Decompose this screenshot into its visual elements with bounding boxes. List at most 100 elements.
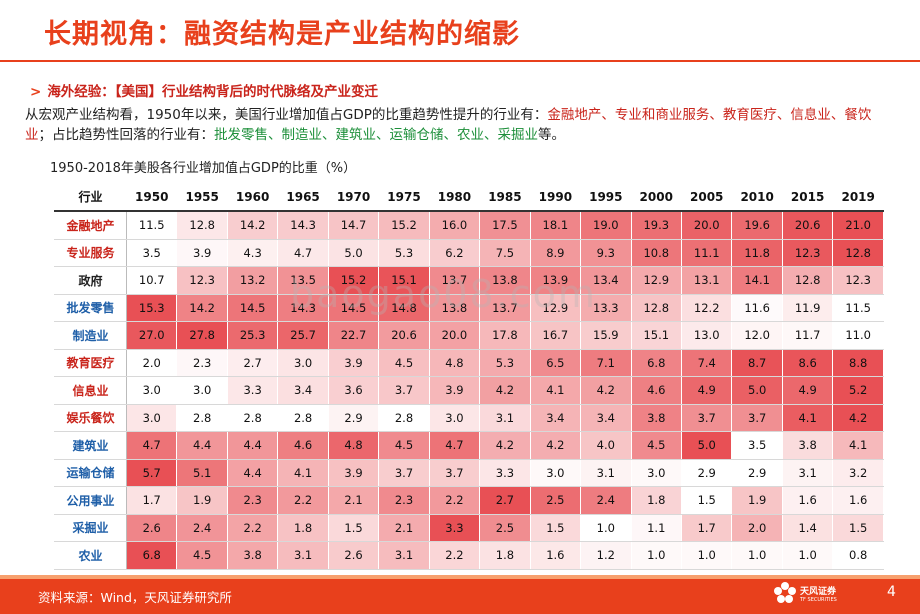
- table-cell: 1.0: [731, 541, 783, 570]
- table-cell: 14.3: [277, 210, 329, 240]
- table-cell: 2.4: [176, 513, 228, 542]
- table-cell: 2.1: [378, 513, 430, 542]
- table-cell: 22.7: [327, 321, 380, 350]
- table-cell: 4.4: [226, 431, 279, 460]
- table-cell: 2.9: [680, 458, 733, 487]
- table-cell: 4.1: [529, 376, 582, 405]
- table-cell: 5.3: [479, 348, 531, 377]
- table-cell: 11.8: [731, 238, 783, 267]
- table-cell: 19.6: [731, 210, 783, 240]
- table-cell: 1.5: [529, 513, 582, 542]
- table-cell: 3.7: [731, 403, 783, 432]
- table-cell: 6.5: [529, 348, 582, 377]
- table-cell: 3.3: [226, 376, 279, 405]
- row-label: 农业: [54, 541, 127, 570]
- row-label: 采掘业: [54, 513, 127, 542]
- table-cell: 13.3: [580, 293, 632, 322]
- table-cell: 3.9: [428, 376, 481, 405]
- table-cell: 8.8: [832, 348, 884, 377]
- table-cell: 6.8: [125, 541, 178, 570]
- table-cell: 2.3: [226, 486, 279, 515]
- table-cell: 3.5: [125, 238, 178, 267]
- table-cell: 3.8: [226, 541, 279, 570]
- header-year: 1965: [277, 183, 329, 212]
- table-cell: 3.7: [680, 403, 733, 432]
- table-cell: 19.0: [580, 210, 632, 240]
- table-cell: 2.0: [125, 348, 178, 377]
- table-cell: 2.2: [428, 541, 481, 570]
- table-cell: 3.0: [125, 376, 178, 405]
- table-cell: 15.1: [630, 321, 682, 350]
- table-cell: 15.2: [327, 266, 380, 295]
- table-cell: 1.0: [580, 513, 632, 542]
- table-cell: 8.6: [781, 348, 834, 377]
- page-number: 4: [887, 584, 896, 600]
- table-cell: 3.1: [781, 458, 834, 487]
- table-cell: 2.8: [226, 403, 279, 432]
- table-cell: 8.9: [529, 238, 582, 267]
- header-year: 2005: [681, 183, 732, 212]
- logo-subtext: TF SECURITIES: [800, 597, 837, 603]
- table-cell: 3.9: [327, 458, 380, 487]
- header-year: 1970: [328, 183, 379, 212]
- table-cell: 3.7: [428, 458, 481, 487]
- table-cell: 3.4: [580, 403, 632, 432]
- header-year: 2000: [631, 183, 682, 212]
- table-cell: 4.3: [226, 238, 279, 267]
- table-cell: 3.7: [378, 376, 430, 405]
- table-cell: 2.8: [176, 403, 228, 432]
- chevron-right-icon: >: [30, 84, 42, 100]
- table-cell: 1.9: [176, 486, 228, 515]
- table-cell: 13.8: [479, 266, 531, 295]
- table-cell: 1.2: [580, 541, 632, 570]
- row-label: 批发零售: [54, 293, 127, 322]
- company-logo: 天风证券 TF SECURITIES: [772, 580, 842, 610]
- row-label: 建筑业: [54, 431, 127, 460]
- table-row: 农业 6.8 4.5 3.8 3.1 2.6 3.1 2.2 1.8 1.6 1.2 1.0 1.0 1.…: [54, 541, 884, 570]
- table-row: 政府 10.7 12.3 13.2 13.5 15.2 15.1 13.7 13.8 13.9 13…: [54, 266, 884, 295]
- table-cell: 7.5: [479, 238, 531, 267]
- row-label: 信息业: [54, 376, 127, 405]
- table-cell: 4.5: [630, 431, 682, 460]
- table-cell: 2.1: [327, 486, 380, 515]
- table-cell: 20.0: [428, 321, 481, 350]
- table-cell: 4.9: [680, 376, 733, 405]
- table-cell: 16.7: [529, 321, 582, 350]
- table-cell: 3.7: [378, 458, 430, 487]
- table-cell: 0.8: [832, 541, 884, 570]
- flower-logo-icon: [774, 582, 796, 603]
- table-cell: 12.3: [176, 266, 228, 295]
- page-title: 长期视角：融资结构是产业结构的缩影: [44, 19, 520, 50]
- table-cell: 2.7: [226, 348, 279, 377]
- table-cell: 13.5: [277, 266, 329, 295]
- table-cell: 4.4: [176, 431, 228, 460]
- table-cell: 12.8: [832, 238, 884, 267]
- table-cell: 1.8: [479, 541, 531, 570]
- table-row: 教育医疗 2.0 2.3 2.7 3.0 3.9 4.5 4.8 5.3 6.5 7.1 6.8 7.4…: [54, 348, 884, 377]
- table-cell: 13.1: [680, 266, 733, 295]
- table-cell: 4.2: [479, 431, 531, 460]
- table-cell: 12.2: [680, 293, 733, 322]
- header-year: 1980: [429, 183, 480, 212]
- table-cell: 3.9: [327, 348, 380, 377]
- table-title: 1950-2018年美股各行业增加值占GDP的比重（%）: [50, 161, 357, 176]
- table-cell: 3.6: [327, 376, 380, 405]
- header-year: 1985: [479, 183, 531, 212]
- table-cell: 11.9: [781, 293, 834, 322]
- row-label: 政府: [54, 266, 127, 295]
- table-cell: 2.4: [580, 486, 632, 515]
- table-cell: 14.8: [378, 293, 430, 322]
- paragraph-middle: ；占比趋势性回落的行业有：: [38, 127, 215, 143]
- table-cell: 2.5: [479, 513, 531, 542]
- table-cell: 2.6: [125, 513, 178, 542]
- paragraph-tail: 等。: [538, 127, 565, 143]
- table-cell: 2.8: [378, 403, 430, 432]
- table-cell: 2.9: [327, 403, 380, 432]
- table-cell: 2.6: [327, 541, 380, 570]
- table-cell: 4.2: [580, 376, 632, 405]
- row-label: 专业服务: [54, 238, 127, 267]
- table-cell: 3.3: [428, 513, 481, 542]
- table-cell: 3.8: [781, 431, 834, 460]
- table-cell: 12.8: [630, 293, 682, 322]
- table-cell: 4.7: [277, 238, 329, 267]
